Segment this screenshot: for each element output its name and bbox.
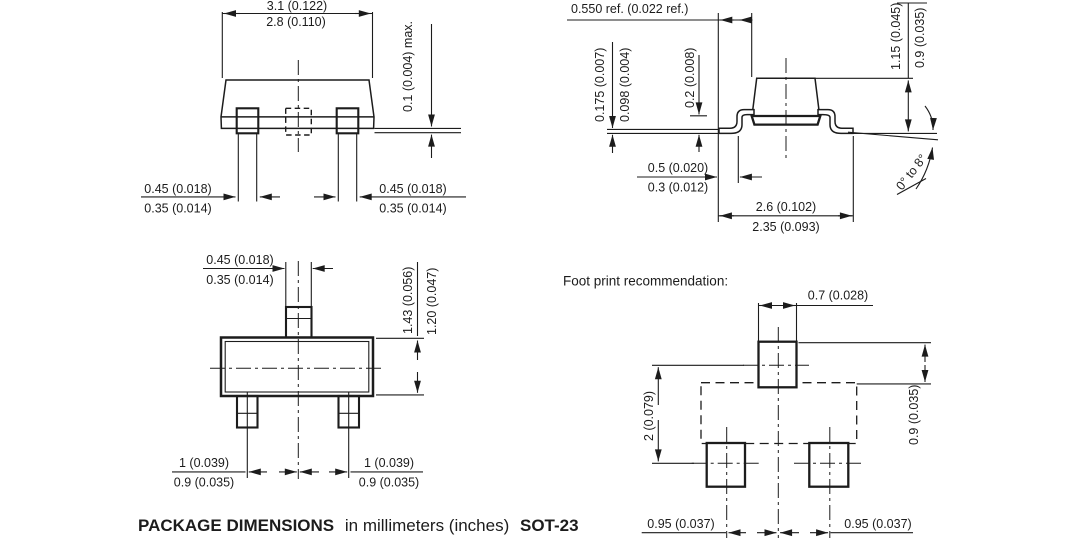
footprint-centerlines xyxy=(691,327,862,538)
side-body-height-max-label: 1.15 (0.045) xyxy=(889,3,903,70)
front-lead-width-left-max-label: 0.45 (0.018) xyxy=(144,182,211,196)
side-ref-dimension: 0.550 ref. (0.022 ref.) xyxy=(567,2,753,222)
side-foot-length-max-label: 0.5 (0.020) xyxy=(648,161,708,175)
side-foot-length-min-label: 0.3 (0.012) xyxy=(648,181,708,195)
top-body-depth-max-label: 1.43 (0.056) xyxy=(401,267,415,334)
front-hidden-center-lead xyxy=(285,107,313,136)
front-lead-width-right-max-label: 0.45 (0.018) xyxy=(379,182,446,196)
side-gauge-label: 0.2 (0.008) xyxy=(683,48,697,108)
footprint-heading: Foot print recommendation: xyxy=(563,274,728,289)
side-lead-span-max-label: 2.6 (0.102) xyxy=(756,200,816,214)
front-standoff-label: 0.1 (0.004) max. xyxy=(401,21,415,112)
front-lead-width-left-dimension: 0.45 (0.018) 0.35 (0.014) xyxy=(141,182,280,216)
footprint-body-outline xyxy=(700,382,858,445)
side-leads xyxy=(607,108,854,135)
footprint-pad-height-dimension: 0.9 (0.035) xyxy=(798,342,931,445)
top-package-body xyxy=(210,261,385,479)
front-body-width-max-label: 3.1 (0.122) xyxy=(267,0,327,13)
side-ref-label: 0.550 ref. (0.022 ref.) xyxy=(571,2,688,16)
side-foot-angle: 0° to 8° xyxy=(847,105,939,195)
footprint-column-pitch-dimensions: 0.95 (0.037) 0.95 (0.037) xyxy=(641,517,913,537)
top-center-lead-dimension: 0.45 (0.018) 0.35 (0.014) xyxy=(203,253,333,306)
top-pitch-right-max-label: 1 (0.039) xyxy=(364,456,414,470)
front-package-body xyxy=(220,60,375,152)
footprint-pad-height-label: 0.9 (0.035) xyxy=(907,385,921,445)
front-view: 3.1 (0.122) 2.8 (0.110) xyxy=(141,0,466,216)
side-body-height-dimension: 1.15 (0.045) 0.9 (0.035) xyxy=(815,2,927,132)
top-center-lead-max-label: 0.45 (0.018) xyxy=(206,253,273,267)
top-view: 0.45 (0.018) 0.35 (0.014) 1.43 (0.056) 1 xyxy=(172,253,439,490)
footprint-view: Foot print recommendation: 0.7 (0.028) 2 xyxy=(563,274,931,538)
top-body-depth-min-label: 1.20 (0.047) xyxy=(425,268,439,335)
footprint-pitch-right-label: 0.95 (0.037) xyxy=(844,517,911,531)
footprint-pad-width-dimension: 0.7 (0.028) xyxy=(757,289,873,341)
top-body-depth-dimension: 1.43 (0.056) 1.20 (0.047) xyxy=(376,262,439,396)
front-body-width-dimension: 3.1 (0.122) 2.8 (0.110) xyxy=(221,0,374,78)
top-center-lead-min-label: 0.35 (0.014) xyxy=(206,273,273,287)
front-leads xyxy=(235,107,360,202)
footprint-row-pitch-label: 2 (0.079) xyxy=(642,391,656,441)
front-standoff-dimension: 0.1 (0.004) max. xyxy=(374,21,461,158)
front-body-width-min-label: 2.8 (0.110) xyxy=(266,15,326,29)
front-lead-width-right-min-label: 0.35 (0.014) xyxy=(379,202,446,216)
side-foot-length-dimension: 0.5 (0.020) 0.3 (0.012) xyxy=(637,136,762,195)
drawing-caption: PACKAGE DIMENSIONS in millimeters (inche… xyxy=(138,516,579,535)
side-lead-span-min-label: 2.35 (0.093) xyxy=(752,220,819,234)
footprint-row-pitch-dimension: 2 (0.079) xyxy=(642,364,744,464)
side-lead-thickness-min-label: 0.098 (0.004) xyxy=(618,48,632,122)
top-pitch-left-min-label: 0.9 (0.035) xyxy=(174,476,234,490)
side-lead-span-dimension: 2.6 (0.102) 2.35 (0.093) xyxy=(718,136,854,234)
side-body-height-min-label: 0.9 (0.035) xyxy=(913,8,927,68)
caption-part-number: SOT-23 xyxy=(520,516,579,535)
footprint-pad-width-label: 0.7 (0.028) xyxy=(808,289,868,303)
front-lead-width-right-dimension: 0.45 (0.018) 0.35 (0.014) xyxy=(314,182,466,216)
side-view: 0.550 ref. (0.022 ref.) 0.175 (0.007) 0.… xyxy=(567,2,939,234)
caption-units: in millimeters (inches) xyxy=(345,516,509,535)
side-lead-thickness-max-label: 0.175 (0.007) xyxy=(593,48,607,122)
top-pitch-dimensions: 1 (0.039) 0.9 (0.035) 1 (0.039) 0.9 (0.0… xyxy=(172,456,423,490)
side-lead-thickness-dimension: 0.175 (0.007) 0.098 (0.004) xyxy=(593,42,632,153)
footprint-pads xyxy=(705,340,850,488)
top-pitch-right-min-label: 0.9 (0.035) xyxy=(359,476,419,490)
top-pitch-left-max-label: 1 (0.039) xyxy=(179,456,229,470)
caption-package-dimensions: PACKAGE DIMENSIONS xyxy=(138,516,334,535)
footprint-pitch-left-label: 0.95 (0.037) xyxy=(647,517,714,531)
side-gauge-dimension: 0.2 (0.008) xyxy=(683,48,707,152)
side-package-body xyxy=(750,58,822,162)
front-lead-width-left-min-label: 0.35 (0.014) xyxy=(144,202,211,216)
